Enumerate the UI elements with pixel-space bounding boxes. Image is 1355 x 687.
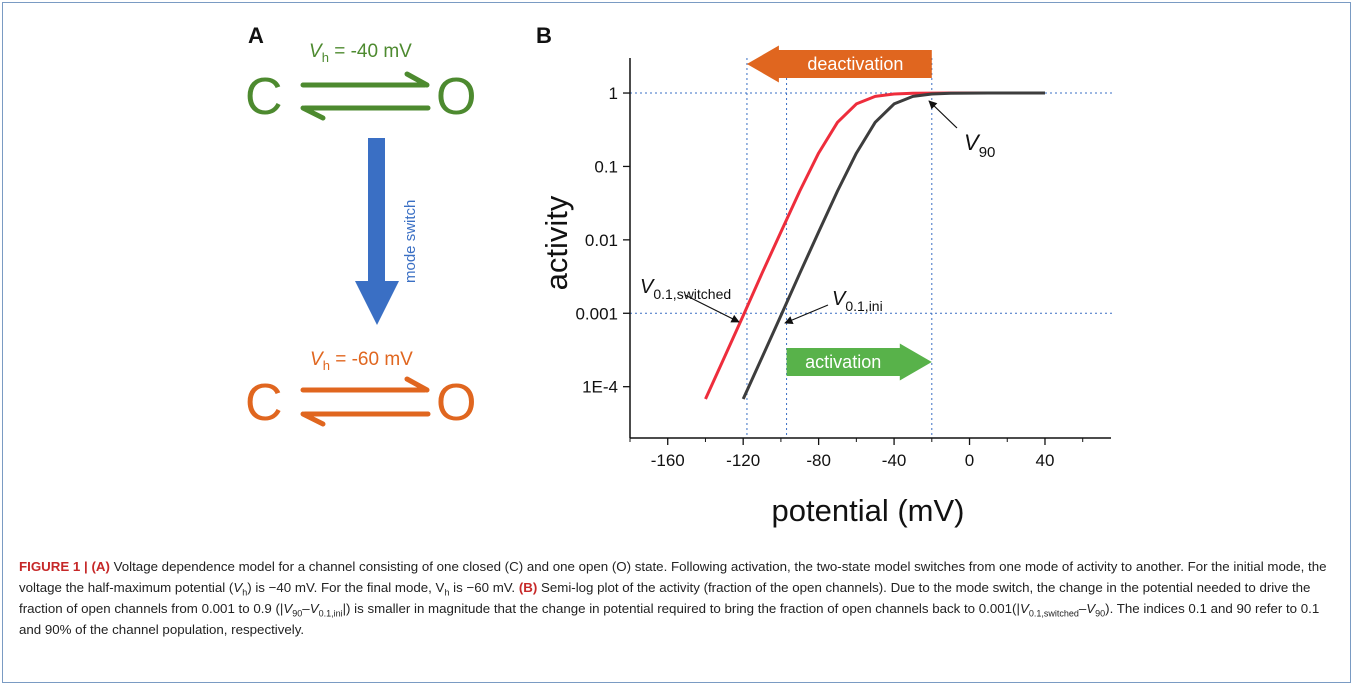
figure-caption: FIGURE 1 | (A) Voltage dependence model … — [19, 556, 1341, 640]
caption-a-text2: ) is −40 mV. For the final mode, V — [247, 580, 445, 595]
caption-vini: V — [309, 601, 319, 616]
caption-dash2: – — [1078, 601, 1087, 616]
vh-top-label: Vh = -40 mV — [309, 41, 412, 65]
figure-graphic: A Vh = -40 mV C O mode switch Vh = -60 m… — [245, 23, 1113, 528]
mode-switch-label: mode switch — [402, 200, 419, 283]
caption-a-text: Voltage dependence model for a channel c… — [19, 559, 1327, 595]
caption-vini-sub: 0.1,ini — [318, 608, 343, 619]
open-state-bottom: O — [436, 374, 476, 432]
activation-label: activation — [805, 352, 881, 372]
forward-arrow-top — [300, 71, 430, 88]
backward-arrow-bottom — [300, 411, 431, 427]
caption-vsw: V — [1019, 601, 1029, 616]
series-line-1 — [741, 91, 1045, 400]
x-tick-label-1: -120 — [726, 451, 760, 470]
caption-v90b: V — [1086, 601, 1096, 616]
deactivation-label: deactivation — [807, 54, 903, 74]
caption-vh-sub2: h — [444, 587, 450, 598]
v01-ini-pointer — [784, 304, 829, 324]
caption-b-text2: |) is smaller in magnitude that the chan… — [342, 601, 1020, 616]
activation-arrow: activation — [786, 343, 932, 381]
caption-dash: – — [302, 601, 310, 616]
x-tick-label-3: -40 — [882, 451, 907, 470]
caption-a-label: (A) — [91, 559, 110, 574]
v01-ini-label: V0.1,ini — [832, 288, 883, 314]
closed-state-bottom: C — [245, 374, 283, 432]
x-ticks: -160 -120 -80 -40 0 40 — [629, 438, 1084, 470]
caption-b-label: (B) — [518, 580, 538, 595]
y-tick-label-4: 1 — [609, 84, 618, 103]
caption-vh-symbol: V — [233, 580, 243, 595]
caption-v90b-sub: 90 — [1095, 608, 1106, 619]
v90-annotation: V90 — [928, 100, 995, 161]
vh-bottom-label: Vh = -60 mV — [310, 349, 413, 373]
x-tick-label-4: 0 — [965, 451, 974, 470]
caption-figure-label: FIGURE 1 | — [19, 559, 88, 574]
y-tick-label-3: 0.1 — [594, 157, 618, 176]
open-state-top: O — [436, 68, 476, 126]
chart-series — [704, 91, 1045, 400]
x-tick-label-0: -160 — [651, 451, 685, 470]
panel-a-label: A — [248, 23, 264, 48]
y-ticks: 1E-4 0.001 0.01 0.1 1 — [575, 84, 630, 397]
y-tick-label-0: 1E-4 — [582, 378, 618, 397]
v01-switched-pointer — [684, 294, 740, 323]
y-axis-label: activity — [539, 195, 574, 290]
x-tick-label-2: -80 — [806, 451, 831, 470]
forward-arrow-bottom — [300, 376, 430, 393]
x-tick-label-5: 40 — [1036, 451, 1055, 470]
caption-vsw-sub: 0.1,switched — [1028, 608, 1079, 619]
mode-switch-arrow — [355, 138, 399, 325]
chart-axes — [629, 58, 1111, 439]
v01-switched-annotation: V0.1,switched — [640, 276, 740, 323]
deactivation-arrow: deactivation — [746, 45, 932, 83]
y-tick-label-2: 0.01 — [585, 231, 618, 250]
caption-a-text3: is −60 mV. — [449, 580, 519, 595]
reference-lines — [630, 58, 1113, 438]
v90-label: V90 — [964, 130, 995, 161]
caption-v90: V — [283, 601, 293, 616]
closed-state-top: C — [245, 68, 283, 126]
backward-arrow-top — [300, 105, 431, 121]
caption-v90-sub: 90 — [292, 608, 303, 619]
v90-pointer — [928, 100, 958, 129]
v01-ini-annotation: V0.1,ini — [784, 288, 883, 324]
caption-b-text3: ). The indices 0.1 and 90 refer to 0.1 a… — [19, 601, 1320, 637]
caption-vh-sub: h — [242, 587, 248, 598]
caption-b-text: Semi-log plot of the activity (fraction … — [19, 580, 1311, 616]
y-tick-label-1: 0.001 — [575, 304, 618, 323]
x-axis-label: potential (mV) — [772, 493, 965, 528]
panel-b-label: B — [536, 23, 552, 48]
v01-switched-label: V0.1,switched — [640, 276, 731, 302]
activity-chart: -160 -120 -80 -40 0 40 1E-4 0.001 0.01 0.1 1 acti… — [539, 45, 1113, 528]
